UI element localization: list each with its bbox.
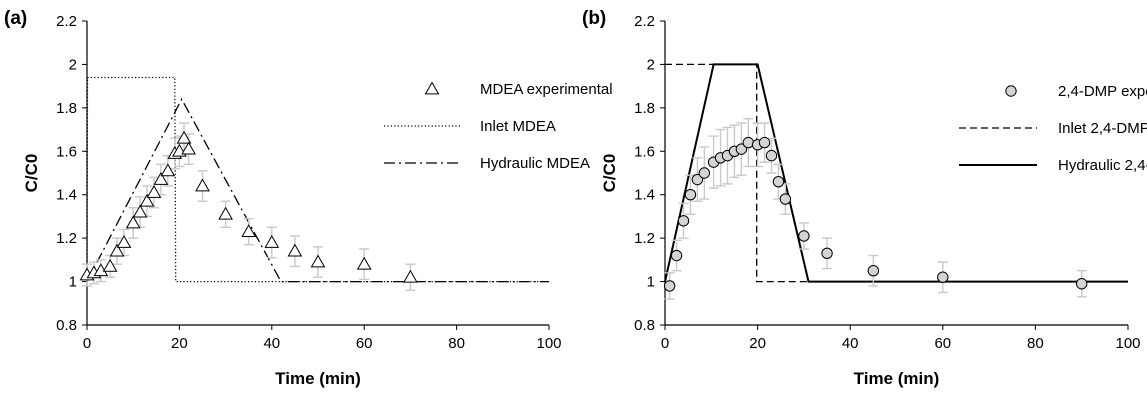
panel-b-y-tick-label: 1.6 xyxy=(634,143,655,160)
panel-a-y-tick-label: 1.2 xyxy=(56,230,77,247)
panel-a-y-tick-label: 1.4 xyxy=(56,187,77,204)
panel-b-legend-label: Hydraulic 2,4-DMP xyxy=(1058,157,1147,174)
panel-a-data-point xyxy=(195,178,210,192)
panel-b-x-tick-label: 100 xyxy=(1115,335,1140,352)
panel-b-data-point xyxy=(772,175,785,188)
panel-a-data-point xyxy=(109,243,125,257)
panel-b-data-point xyxy=(663,280,676,292)
panel-b-data-point xyxy=(758,136,771,149)
panel-a-data-point xyxy=(181,141,197,155)
panel-b-label: (b) xyxy=(582,8,606,29)
panel-b-data-point xyxy=(937,271,949,283)
panel-b-data-point xyxy=(684,189,697,201)
panel-a-x-tick-label: 20 xyxy=(171,335,188,352)
panel-a-data-point xyxy=(146,185,162,198)
panel-a-x-tick-label: 80 xyxy=(448,335,465,352)
panel-b-legend-label: Inlet 2,4-DMP xyxy=(1058,120,1147,137)
panel-a-x-axis-title: Time (min) xyxy=(275,369,361,388)
panel-a-data-point xyxy=(176,130,192,144)
panel-b-data-point xyxy=(742,136,755,149)
panel-a-legend-label: Hydraulic MDEA xyxy=(480,155,590,172)
panel-b-series-1-line xyxy=(665,63,1128,283)
panel-b-data-point xyxy=(867,265,880,277)
panel-a-x-tick-label: 40 xyxy=(263,335,280,352)
panel-b-data-point xyxy=(698,167,711,179)
panel-a-legend-label: MDEA experimental xyxy=(480,81,613,98)
panel-b-data-point xyxy=(691,173,704,186)
panel-b-x-tick-label: 60 xyxy=(934,335,951,352)
panel-a-y-tick-label: 1.8 xyxy=(56,100,77,117)
panel-b-y-tick-label: 2 xyxy=(647,56,655,73)
panel-b-data-point xyxy=(735,143,748,155)
panel-a-data-point xyxy=(160,163,176,177)
panel-a-x-tick-label: 60 xyxy=(356,335,373,352)
panel-a-legend-label: Inlet MDEA xyxy=(480,118,556,135)
panel-a-y-tick-label: 1 xyxy=(69,274,77,291)
panel-b-series-2-line xyxy=(664,63,1128,283)
panel-a-y-tick-label: 2 xyxy=(69,56,77,73)
panel-a: (a) 0.8 1 1.2 1.4 1.6 1.8 2 2.2 0 20 40 60 80 100 Time… xyxy=(4,8,613,388)
panel-a-data-point xyxy=(241,224,257,238)
panel-a-data-point xyxy=(102,258,118,272)
panel-b: (b) 0.8 1 1.2 1.4 1.6 1.8 2 2.2 0 20 40 60 80 100 Time… xyxy=(582,8,1147,388)
panel-a-y-axis-title: C/C0 xyxy=(22,154,41,193)
panel-b-data-point xyxy=(1076,278,1088,290)
panel-b-x-tick-label: 20 xyxy=(749,335,766,352)
panel-a-legend-marker xyxy=(424,81,440,95)
panel-b-legend-label: 2,4-DMP experimental xyxy=(1058,83,1147,100)
panel-b-data-point xyxy=(779,193,792,205)
panel-b-y-tick-label: 1.2 xyxy=(634,230,655,247)
panel-a-data-point xyxy=(125,215,141,229)
panel-a-y-tick-label: 2.2 xyxy=(56,13,77,30)
panel-a-data-point xyxy=(218,206,233,220)
panel-b-data-point xyxy=(670,249,683,262)
panel-b-x-axis-title: Time (min) xyxy=(854,369,940,388)
panel-a-data-point xyxy=(403,269,418,283)
panel-a-label: (a) xyxy=(4,8,27,29)
panel-a-x-tick-label: 100 xyxy=(536,335,561,352)
panel-b-data-point xyxy=(677,215,690,227)
panel-a-x-tick-label: 0 xyxy=(83,335,91,352)
panel-a-data-point xyxy=(132,204,148,218)
panel-a-data-point xyxy=(264,234,280,248)
panel-b-y-tick-label: 1.4 xyxy=(634,187,655,204)
panel-b-x-tick-label: 40 xyxy=(842,335,859,352)
panel-b-x-tick-label: 0 xyxy=(661,335,669,352)
panel-b-y-tick-label: 2.2 xyxy=(634,13,655,30)
panel-b-y-tick-label: 1.8 xyxy=(634,100,655,117)
panel-a-data-point xyxy=(356,256,372,270)
panel-a-data-point xyxy=(116,234,132,248)
panel-a-series-1-line xyxy=(86,76,549,283)
panel-b-data-point xyxy=(765,149,778,162)
panel-b-data-point xyxy=(798,230,810,242)
panel-a-y-tick-label: 0.8 xyxy=(56,317,77,334)
panel-a-data-point xyxy=(287,243,303,257)
panel-b-legend-marker xyxy=(1005,85,1017,97)
panel-a-y-tick-label: 1.6 xyxy=(56,143,77,160)
panel-b-x-tick-label: 80 xyxy=(1027,335,1044,352)
panel-b-y-tick-label: 1 xyxy=(647,274,655,291)
panel-b-data-point xyxy=(821,247,833,260)
panel-b-y-axis-title: C/C0 xyxy=(600,154,619,193)
panel-a-data-point xyxy=(139,193,155,207)
panel-a-data-point xyxy=(153,172,169,185)
panel-a-data-point xyxy=(310,254,326,268)
panel-b-y-tick-label: 0.8 xyxy=(634,317,655,334)
